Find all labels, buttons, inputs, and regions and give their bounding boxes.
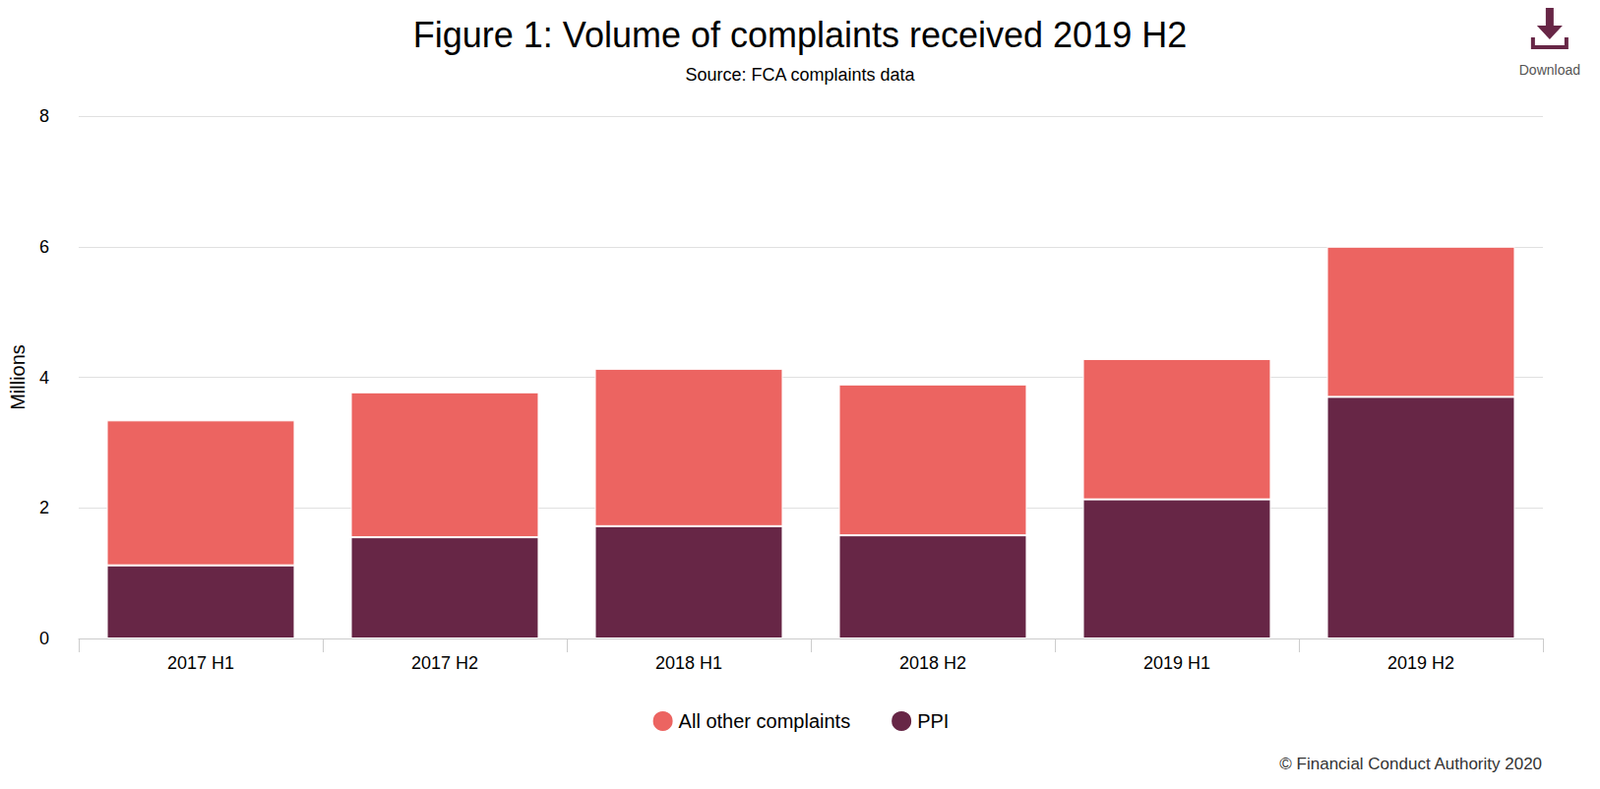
svg-text:8: 8 bbox=[39, 106, 50, 126]
svg-text:2017 H2: 2017 H2 bbox=[411, 653, 479, 674]
svg-text:PPI: PPI bbox=[917, 710, 949, 733]
svg-text:2: 2 bbox=[39, 497, 50, 518]
svg-text:2019 H2: 2019 H2 bbox=[1387, 653, 1455, 674]
svg-text:Download: Download bbox=[1519, 61, 1581, 78]
svg-text:Millions: Millions bbox=[6, 344, 29, 411]
svg-text:Figure 1: Volume of complaints: Figure 1: Volume of complaints received … bbox=[413, 14, 1187, 56]
svg-text:All other complaints: All other complaints bbox=[678, 710, 852, 733]
svg-text:© Financial Conduct Authority: © Financial Conduct Authority 2020 bbox=[1279, 754, 1542, 774]
svg-text:Source: FCA complaints data: Source: FCA complaints data bbox=[684, 64, 916, 85]
svg-text:4: 4 bbox=[39, 368, 50, 388]
svg-text:2018 H1: 2018 H1 bbox=[655, 653, 723, 674]
svg-text:2017 H1: 2017 H1 bbox=[167, 653, 235, 674]
svg-text:0: 0 bbox=[39, 628, 50, 649]
svg-text:2018 H2: 2018 H2 bbox=[899, 653, 967, 674]
svg-text:2019 H1: 2019 H1 bbox=[1143, 653, 1211, 674]
svg-text:6: 6 bbox=[39, 237, 50, 257]
